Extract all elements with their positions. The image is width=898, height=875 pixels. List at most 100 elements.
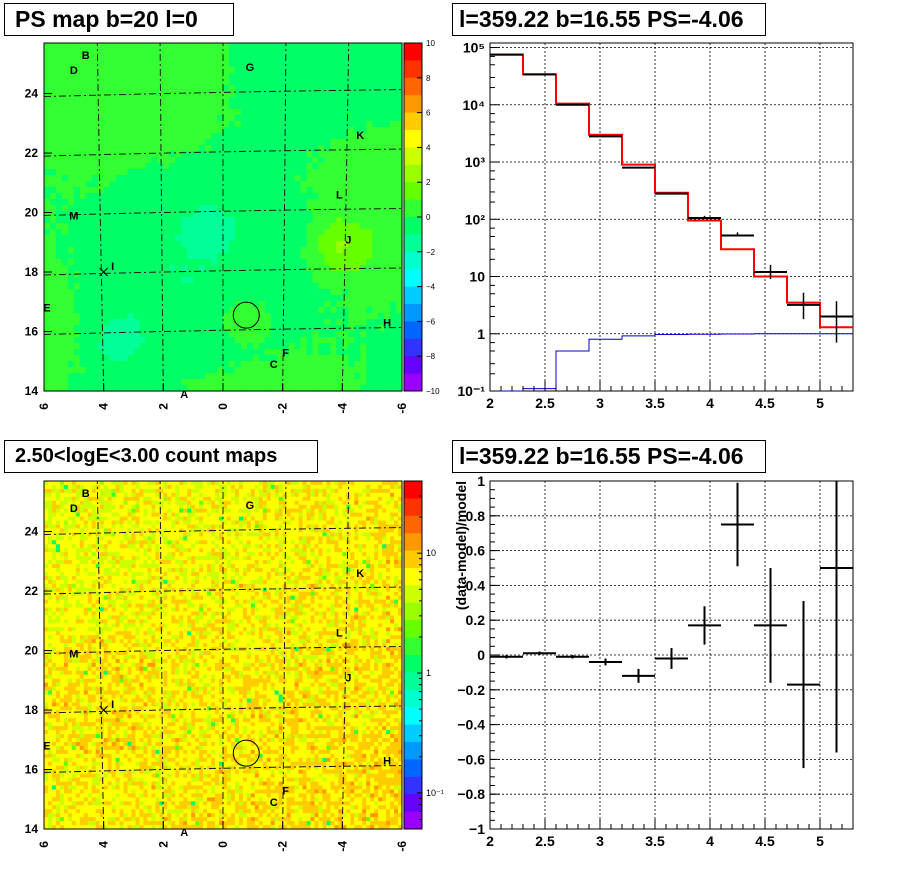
ps-map-colorbar-tick-label: −6 bbox=[426, 317, 436, 326]
count-map-source-label-a: A bbox=[180, 827, 188, 839]
ps-map-colorbar-band bbox=[404, 217, 422, 235]
ps-map-source-label-f: F bbox=[282, 347, 289, 359]
ps-map-y-tick-label: 22 bbox=[25, 146, 39, 160]
ps-map-colorbar-tick-label: 0 bbox=[426, 213, 431, 222]
spectrum-x-tick-label: 4 bbox=[706, 395, 714, 411]
count-map-source-label-m: M bbox=[69, 649, 78, 661]
residual-y-tick-label: −0.2 bbox=[457, 682, 485, 698]
residual-x-tick-label: 4.5 bbox=[755, 833, 775, 849]
count-map-colorbar-band bbox=[404, 533, 422, 551]
spectrum-y-tick-label: 10² bbox=[465, 211, 486, 227]
ps-map-colorbar-tick-label: 10 bbox=[426, 39, 435, 48]
spectrum-frame bbox=[490, 43, 853, 391]
residual-y-tick-label: 0.2 bbox=[466, 612, 486, 628]
count-map-colorbar-band bbox=[404, 516, 422, 534]
ps-map-colorbar-band bbox=[404, 95, 422, 113]
count-map-source-label-j: J bbox=[345, 672, 351, 684]
ps-map-x-tick-label: 6 bbox=[37, 403, 51, 410]
count-map-colorbar-band bbox=[404, 655, 422, 673]
ps-map-colorbar-band bbox=[404, 287, 422, 305]
count-map-source-label-k: K bbox=[356, 568, 364, 580]
count-map-colorbar-band bbox=[404, 725, 422, 743]
count-map-source-label-d: D bbox=[70, 503, 78, 515]
ps-map-y-tick-label: 24 bbox=[25, 87, 39, 101]
ps-map-x-tick-label: -6 bbox=[395, 403, 409, 414]
ps-map-colorbar-band bbox=[404, 43, 422, 61]
residual-panel: 2 2.5 3 3.5 4 4.5 5−1−0.8−0.6−0.4−0.200.20.40.… bbox=[453, 473, 853, 849]
spectrum-y-tick-label: 10 bbox=[469, 269, 485, 285]
ps-map-colorbar-band bbox=[404, 374, 422, 392]
count-map-y-tick-label: 14 bbox=[25, 822, 39, 836]
ps-map-source-label-a: A bbox=[180, 389, 188, 401]
ps-map-y-tick-label: 18 bbox=[25, 265, 39, 279]
residual-x-tick-label: 5 bbox=[816, 833, 824, 849]
ps-map-source-label-c: C bbox=[270, 359, 278, 371]
ps-map-x-tick-label: -2 bbox=[276, 403, 290, 414]
residual-y-tick-label: −0.4 bbox=[457, 717, 485, 733]
ps-map-x-tick-label: 4 bbox=[97, 403, 111, 410]
ps-map-source-label-k: K bbox=[356, 130, 364, 142]
count-map-colorbar-band bbox=[404, 707, 422, 725]
spectrum-y-tick-label: 1 bbox=[477, 326, 485, 342]
count-map-colorbar-band bbox=[404, 759, 422, 777]
ps-map-source-label-m: M bbox=[69, 211, 78, 223]
residual-x-tick-label: 2 bbox=[486, 833, 494, 849]
count-map-colorbar-band bbox=[404, 568, 422, 586]
ps-map-source-label-j: J bbox=[345, 234, 351, 246]
spectrum-x-tick-label: 2 bbox=[486, 395, 494, 411]
residual-x-tick-label: 3 bbox=[596, 833, 604, 849]
ps-map-panel: 6 4 2 0 -2 -4 -6141618202224ABCDEFGHIJKLM10864… bbox=[25, 39, 440, 414]
spectrum-x-tick-label: 3.5 bbox=[645, 395, 665, 411]
spectrum-x-tick-label: 4.5 bbox=[755, 395, 775, 411]
ps-map-colorbar-band bbox=[404, 113, 422, 131]
ps-map-y-tick-label: 16 bbox=[25, 325, 39, 339]
ps-map-colorbar-band bbox=[404, 165, 422, 183]
ps-map-colorbar-band bbox=[404, 182, 422, 200]
count-map-source-label-c: C bbox=[270, 797, 278, 809]
spectrum-grid bbox=[490, 43, 853, 391]
count-map-source-label-i: I bbox=[111, 699, 114, 711]
count-map-x-tick-label: 2 bbox=[156, 841, 170, 848]
residual-x-tick-label: 4 bbox=[706, 833, 714, 849]
count-map-colorbar-band bbox=[404, 638, 422, 656]
count-map-source-label-b: B bbox=[82, 488, 90, 500]
count-map-source-label-e: E bbox=[43, 741, 50, 753]
count-map-source-label-l: L bbox=[336, 628, 343, 640]
spectrum-y-tick-label: 10⁵ bbox=[463, 40, 485, 56]
ps-map-colorbar-band bbox=[404, 321, 422, 339]
spectrum-background-line bbox=[490, 334, 853, 391]
ps-map-colorbar-band bbox=[404, 234, 422, 252]
ps-map-x-tick-label: 0 bbox=[216, 403, 230, 410]
ps-map-colorbar-band bbox=[404, 200, 422, 218]
residual-y-tick-label: −0.8 bbox=[457, 786, 485, 802]
ps-map-source-label-d: D bbox=[70, 65, 78, 77]
count-map-y-tick-label: 20 bbox=[25, 644, 39, 658]
ps-map-x-tick-label: 2 bbox=[156, 403, 170, 410]
ps-map-colorbar-band bbox=[404, 130, 422, 148]
ps-map-source-label-b: B bbox=[82, 50, 90, 62]
ps-map-colorbar-tick-label: 4 bbox=[426, 143, 431, 152]
figure-canvas: 6 4 2 0 -2 -4 -6141618202224ABCDEFGHIJKLM10864… bbox=[0, 0, 898, 875]
ps-map-colorbar-tick-label: −2 bbox=[426, 248, 436, 257]
count-map-source-label-f: F bbox=[282, 785, 289, 797]
spectrum-y-tick-label: 10⁻¹ bbox=[457, 383, 485, 399]
residual-y-tick-label: 0 bbox=[477, 647, 485, 663]
residual-y-axis-label: (data-model)/model bbox=[453, 481, 469, 610]
count-map-colorbar-band bbox=[404, 812, 422, 830]
count-map-y-tick-label: 16 bbox=[25, 763, 39, 777]
ps-map-colorbar-band bbox=[404, 339, 422, 357]
count-map-colorbar-tick-label: 10⁻¹ bbox=[426, 788, 444, 798]
ps-map-colorbar-band bbox=[404, 78, 422, 96]
count-map-colorbar-band bbox=[404, 620, 422, 638]
ps-map-colorbar-tick-label: −10 bbox=[426, 387, 440, 396]
residual-y-tick-label: −0.6 bbox=[457, 751, 485, 767]
spectrum-y-tick-label: 10⁴ bbox=[463, 97, 486, 113]
ps-map-source-label-g: G bbox=[246, 62, 255, 74]
count-map-x-tick-label: -2 bbox=[276, 841, 290, 852]
count-map-y-tick-label: 24 bbox=[25, 525, 39, 539]
ps-map-colorbar-band bbox=[404, 304, 422, 322]
ps-map-colorbar-tick-label: 2 bbox=[426, 178, 431, 187]
ps-map-y-tick-label: 20 bbox=[25, 206, 39, 220]
count-map-panel: 6 4 2 0 -2 -4 -6141618202224ABCDEFGHIJKLM10110… bbox=[25, 481, 444, 852]
